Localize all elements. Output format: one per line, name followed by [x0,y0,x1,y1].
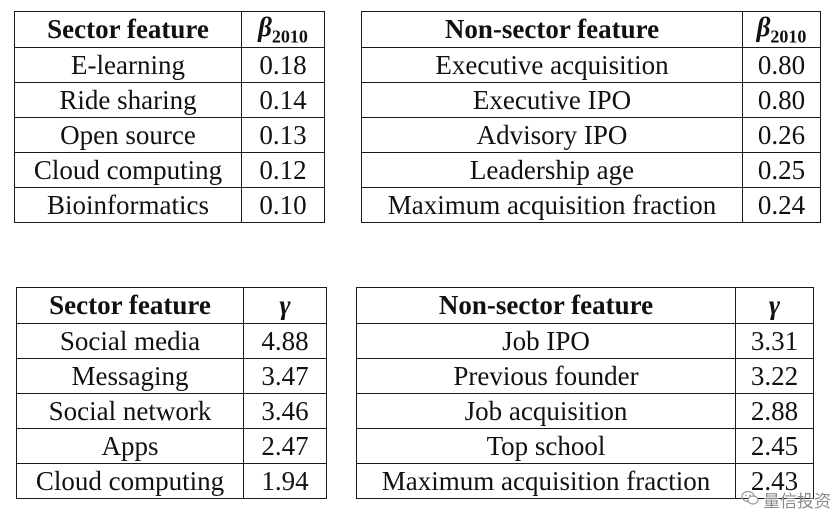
table-row: Advisory IPO 0.26 [361,117,821,153]
table-row: Cloud computing 0.12 [14,152,325,188]
table-row: Previous founder 3.22 [356,358,814,394]
table-row: Job acquisition 2.88 [356,393,814,429]
beta-subscript: 2010 [770,26,807,47]
column-header-coefficient: β2010 [241,11,325,48]
wechat-icon [741,490,759,510]
value-cell: 0.26 [742,117,821,153]
value-cell: 2.43 [735,463,814,499]
value-cell: 4.88 [243,323,327,359]
table-row: Maximum acquisition fraction 0.24 [361,187,821,223]
feature-cell: Ride sharing [14,82,242,118]
sector-beta-table: Sector feature β2010 E-learning 0.18 Ride… [14,11,325,223]
non-sector-beta-table: Non-sector feature β2010 Executive acqui… [361,11,821,223]
column-header-coefficient: β2010 [742,11,821,48]
table-row: Ride sharing 0.14 [14,82,325,118]
feature-cell: Social media [16,323,244,359]
beta-symbol: β [258,11,272,42]
table-row: Social media 4.88 [16,323,327,359]
table-row: Executive acquisition 0.80 [361,47,821,83]
feature-cell: Advisory IPO [361,117,743,153]
value-cell: 2.88 [735,393,814,429]
feature-cell: Cloud computing [16,463,244,499]
feature-cell: Messaging [16,358,244,394]
feature-cell: Maximum acquisition fraction [361,187,743,223]
value-cell: 1.94 [243,463,327,499]
feature-cell: Job IPO [356,323,736,359]
value-cell: 3.31 [735,323,814,359]
feature-cell: Social network [16,393,244,429]
value-cell: 0.24 [742,187,821,223]
feature-cell: Apps [16,428,244,464]
value-cell: 2.47 [243,428,327,464]
feature-cell: Executive acquisition [361,47,743,83]
table-row: Leadership age 0.25 [361,152,821,188]
table-header-row: Non-sector feature β2010 [361,11,821,48]
table-row: Executive IPO 0.80 [361,82,821,118]
beta-symbol: β [756,11,771,42]
table-row: Top school 2.45 [356,428,814,464]
value-cell: 0.12 [241,152,325,188]
column-header-feature: Non-sector feature [361,11,743,48]
feature-cell: Executive IPO [361,82,743,118]
value-cell: 0.25 [742,152,821,188]
column-header-coefficient: γ [735,287,814,324]
value-cell: 3.22 [735,358,814,394]
feature-cell: Maximum acquisition fraction [356,463,736,499]
column-header-coefficient: γ [243,287,327,324]
beta-subscript: 2010 [271,26,308,47]
column-header-feature: Non-sector feature [356,287,736,324]
table-header-row: Non-sector feature γ [356,287,814,324]
sector-gamma-table: Sector feature γ Social media 4.88 Messag… [16,287,327,499]
table-header-row: Sector feature γ [16,287,327,324]
table-row: Messaging 3.47 [16,358,327,394]
feature-cell: Leadership age [361,152,743,188]
value-cell: 0.13 [241,117,325,153]
feature-cell: Cloud computing [14,152,242,188]
column-header-feature: Sector feature [14,11,242,48]
table-row: Cloud computing 1.94 [16,463,327,499]
feature-cell: Bioinformatics [14,187,242,223]
value-cell: 2.45 [735,428,814,464]
watermark-text: 量信投资 [763,492,831,512]
feature-cell: E-learning [14,47,242,83]
table-row: Open source 0.13 [14,117,325,153]
value-cell: 0.18 [241,47,325,83]
value-cell: 3.46 [243,393,327,429]
watermark: 量信投资 [741,487,831,512]
feature-cell: Previous founder [356,358,736,394]
value-cell: 3.47 [243,358,327,394]
table-row: Apps 2.47 [16,428,327,464]
column-header-feature: Sector feature [16,287,244,324]
table-row: Job IPO 3.31 [356,323,814,359]
non-sector-gamma-table: Non-sector feature γ Job IPO 3.31 Previou… [356,287,814,499]
table-header-row: Sector feature β2010 [14,11,325,48]
feature-cell: Open source [14,117,242,153]
value-cell: 0.80 [742,82,821,118]
table-row: Bioinformatics 0.10 [14,187,325,223]
value-cell: 0.80 [742,47,821,83]
value-cell: 0.10 [241,187,325,223]
table-row: Social network 3.46 [16,393,327,429]
table-row: E-learning 0.18 [14,47,325,83]
feature-cell: Top school [356,428,736,464]
feature-cell: Job acquisition [356,393,736,429]
value-cell: 0.14 [241,82,325,118]
table-row: Maximum acquisition fraction 2.43 [356,463,814,499]
